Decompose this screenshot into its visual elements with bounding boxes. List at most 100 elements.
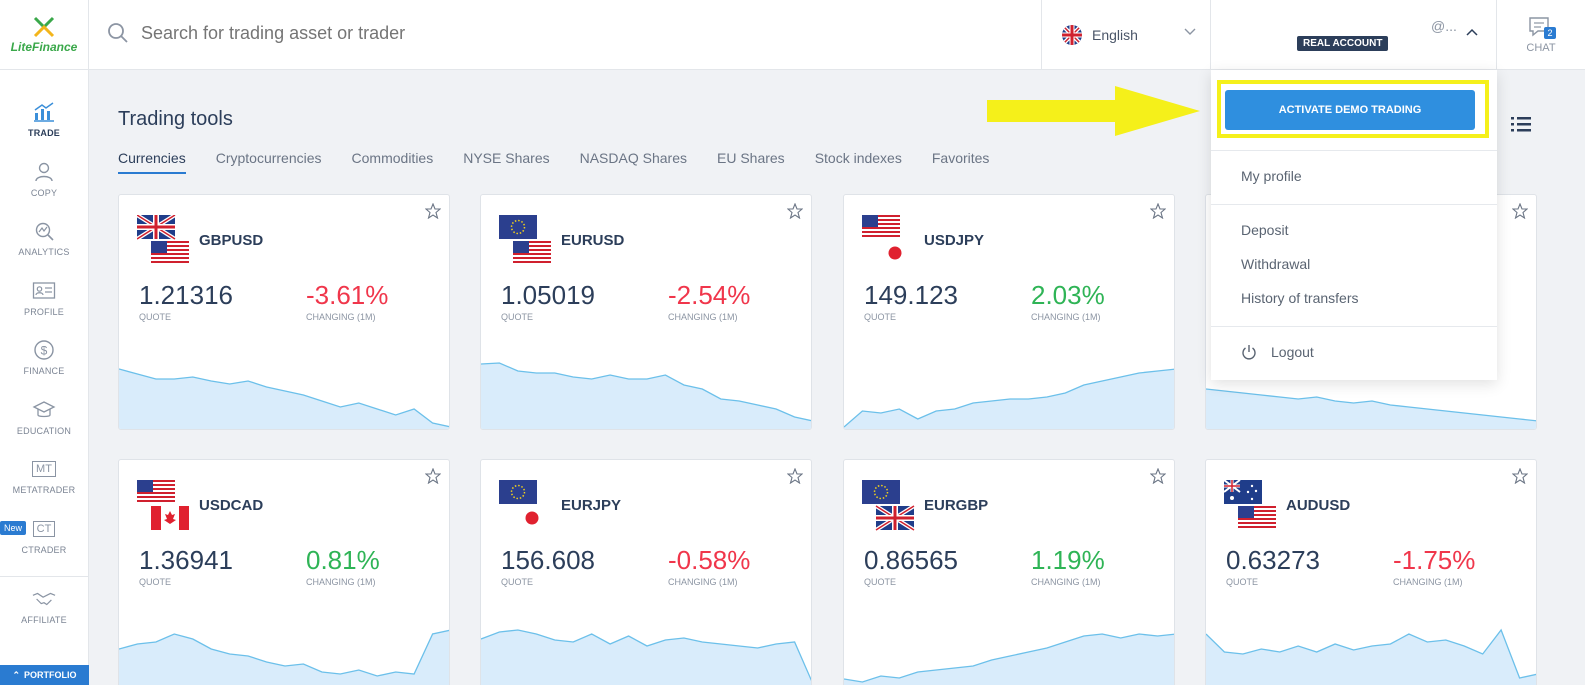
list-view-icon[interactable]	[1510, 115, 1532, 133]
chat-unread-count: 2	[1544, 27, 1556, 39]
sparkline-line	[844, 633, 1174, 683]
sidebar-item-analytics[interactable]: ANALYTICS	[0, 219, 88, 279]
sidebar-item-label: FINANCE	[23, 366, 65, 376]
chat-button[interactable]: 2 CHAT	[1496, 0, 1585, 69]
sparkline-chart	[1206, 388, 1536, 429]
ct-icon: CT	[32, 517, 56, 541]
dollar-icon: $	[32, 338, 56, 362]
flags-eur-jpy	[499, 480, 553, 532]
star-icon[interactable]	[787, 203, 803, 219]
eu-flag-icon	[862, 480, 900, 504]
tab-nyse-shares[interactable]: NYSE Shares	[463, 150, 550, 166]
sparkline-chart	[1206, 628, 1536, 685]
flags-gbp-usd	[135, 213, 191, 267]
search-bar[interactable]	[107, 22, 741, 44]
star-icon[interactable]	[1150, 203, 1166, 219]
logout-label: Logout	[1271, 344, 1314, 360]
instrument-card-eurgbp[interactable]: EURGBP 0.86565 QUOTE 1.19% CHANGING (1M)	[843, 459, 1175, 685]
search-icon	[108, 23, 128, 43]
tab-stock-indexes[interactable]: Stock indexes	[814, 150, 902, 166]
logout-button[interactable]: Logout	[1241, 344, 1314, 360]
instrument-card-usdjpy[interactable]: USDJPY 149.123 QUOTE 2.03% CHANGING (1M)	[843, 194, 1175, 430]
sidebar-item-label: EDUCATION	[16, 425, 72, 436]
sparkline-area	[844, 634, 1174, 685]
sidebar-item-ctrader[interactable]: New CT CTRADER	[0, 517, 88, 577]
sidebar-item-metatrader[interactable]: MT METATRADER	[0, 457, 88, 517]
flags-eur-gbp	[862, 480, 916, 532]
pair-name: EURJPY	[561, 497, 622, 514]
header: English @... REAL ACCOUNT 2 CHAT	[89, 0, 1585, 70]
history-of-transfers-link[interactable]: History of transfers	[1241, 290, 1359, 306]
pair-name: AUDUSD	[1286, 497, 1351, 514]
change-label: CHANGING (1M)	[306, 577, 376, 587]
sidebar-item-trade[interactable]: TRADE	[0, 100, 88, 160]
tab-cryptocurrencies[interactable]: Cryptocurrencies	[215, 150, 322, 166]
change-value: -2.54%	[668, 280, 751, 310]
deposit-link[interactable]: Deposit	[1241, 222, 1289, 238]
star-icon[interactable]	[1150, 468, 1166, 484]
quote-label: QUOTE	[139, 312, 172, 322]
sidebar-item-label: AFFILIATE	[21, 615, 67, 625]
quote-label: QUOTE	[864, 577, 897, 587]
star-icon[interactable]	[1512, 468, 1528, 484]
tab-favorites[interactable]: Favorites	[931, 150, 990, 166]
star-icon[interactable]	[425, 468, 441, 484]
account-type-badge: REAL ACCOUNT	[1297, 36, 1389, 51]
tab-nasdaq-shares[interactable]: NASDAQ Shares	[579, 150, 687, 166]
sidebar-item-affiliate[interactable]: AFFILIATE	[0, 587, 88, 647]
search-input[interactable]	[141, 22, 741, 44]
arrow-annotation-icon	[987, 86, 1200, 136]
account-menu-toggle[interactable]: @... REAL ACCOUNT	[1211, 0, 1496, 69]
change-value: -3.61%	[306, 280, 389, 310]
withdrawal-link[interactable]: Withdrawal	[1241, 256, 1311, 272]
instrument-card-gbpusd[interactable]: GBPUSD 1.21316 QUOTE -3.61% CHANGING (1M…	[118, 194, 450, 430]
us-flag-icon	[137, 480, 175, 504]
chevron-up-icon: ⌃	[12, 669, 21, 680]
sidebar-item-copy[interactable]: COPY	[0, 160, 88, 220]
tab-eu-shares[interactable]: EU Shares	[716, 150, 785, 166]
sidebar-item-profile[interactable]: PROFILE	[0, 279, 88, 339]
quote-value: 1.05019	[501, 280, 595, 310]
flags-usd-cad	[137, 480, 191, 532]
star-icon[interactable]	[787, 468, 803, 484]
portfolio-label: PORTFOLIO	[24, 670, 77, 680]
sidebar-item-education[interactable]: EDUCATION	[0, 398, 88, 458]
sidebar-item-label: CTRADER	[21, 544, 67, 555]
quote-value: 156.608	[501, 545, 595, 575]
change-value: -0.58%	[668, 545, 751, 575]
svg-text:$: $	[41, 344, 48, 358]
instrument-card-eurjpy[interactable]: EURJPY 156.608 QUOTE -0.58% CHANGING (1M…	[480, 459, 812, 685]
page-title: Trading tools	[118, 108, 233, 130]
change-label: CHANGING (1M)	[1031, 312, 1101, 322]
sparkline-area	[1206, 389, 1536, 429]
quote-label: QUOTE	[501, 577, 534, 587]
sidebar: LiteFinance TRADE COPY ANALYTICS PROFILE	[0, 0, 89, 685]
portfolio-toggle[interactable]: ⌃ PORTFOLIO	[0, 665, 89, 685]
logo[interactable]: LiteFinance	[0, 0, 88, 70]
tab-commodities[interactable]: Commodities	[351, 150, 434, 166]
quote-label: QUOTE	[139, 577, 172, 587]
sparkline-chart	[481, 629, 811, 685]
quote-label: QUOTE	[501, 312, 534, 322]
change-label: CHANGING (1M)	[1031, 577, 1101, 587]
language-selector[interactable]: English	[1041, 0, 1211, 69]
my-profile-link[interactable]: My profile	[1241, 168, 1302, 184]
activate-demo-button[interactable]: ACTIVATE DEMO TRADING	[1225, 90, 1475, 130]
instrument-card-usdcad[interactable]: USDCAD 1.36941 QUOTE 0.81% CHANGING (1M)	[118, 459, 450, 685]
instrument-card-eurusd[interactable]: EURUSD 1.05019 QUOTE -2.54% CHANGING (1M…	[480, 194, 812, 430]
tab-currencies[interactable]: Currencies	[118, 150, 186, 174]
sidebar-item-label: COPY	[30, 187, 58, 198]
highlight-frame	[1217, 80, 1489, 138]
pair-name: GBPUSD	[199, 232, 264, 249]
user-handle: @...	[1431, 18, 1457, 34]
language-label: English	[1092, 26, 1138, 43]
person-icon	[32, 160, 56, 184]
sidebar-item-finance[interactable]: $ FINANCE	[0, 338, 88, 398]
star-icon[interactable]	[1512, 203, 1528, 219]
sidebar-item-label: ANALYTICS	[18, 247, 70, 257]
sparkline-chart	[844, 633, 1174, 685]
sparkline-chart	[119, 629, 449, 685]
instrument-card-audusd[interactable]: AUDUSD 0.63273 QUOTE -1.75% CHANGING (1M…	[1205, 459, 1537, 685]
uk-flag-icon	[874, 504, 916, 532]
star-icon[interactable]	[425, 203, 441, 219]
